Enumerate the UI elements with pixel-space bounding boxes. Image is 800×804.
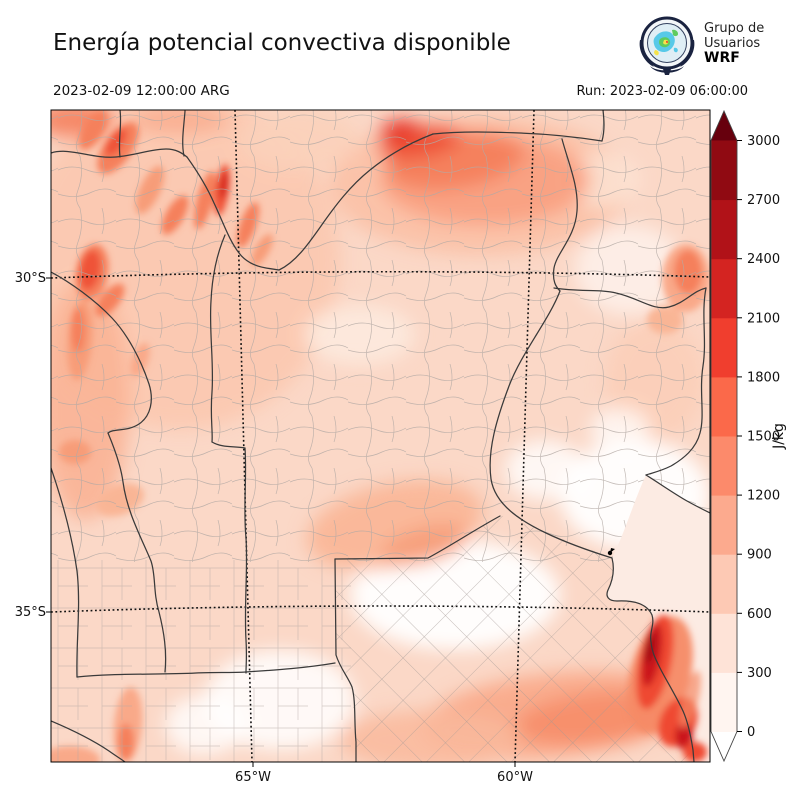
logo-line-2: Usuarios	[704, 35, 761, 51]
colorbar-segment	[711, 317, 737, 378]
colorbar-tick-label: 1500	[747, 430, 780, 445]
city-marker	[607, 548, 615, 556]
logo-line-3: WRF	[704, 50, 740, 67]
colorbar-segment	[711, 495, 737, 555]
colorbar-tick-label: 300	[747, 666, 772, 681]
colorbar-tick-label: 3000	[747, 134, 780, 149]
colorbar-under-arrow	[711, 731, 737, 761]
lon-label-60w: 60°W	[497, 770, 533, 785]
lat-label-30s: 30°S	[15, 271, 46, 286]
lon-label-65w: 65°W	[235, 770, 271, 785]
colorbar-tick-label: 900	[747, 548, 772, 563]
wrf-users-group-logo: Grupo de Usuarios WRF	[636, 12, 796, 76]
page-title: Energía potencial convectiva disponible	[53, 30, 511, 56]
colorbar-segment	[711, 436, 737, 496]
colorbar-segment	[711, 258, 737, 319]
province-borders	[51, 110, 710, 762]
colorbar-segment	[711, 140, 737, 201]
lat-label-35s: 35°S	[15, 605, 46, 620]
colorbar-segment	[711, 613, 737, 673]
colorbar-tick-label: 1200	[747, 489, 780, 504]
colorbar-tick-label: 2100	[747, 311, 780, 326]
colorbar-segment	[711, 554, 737, 614]
colorbar-over-arrow	[711, 111, 737, 141]
gridline-30s	[51, 270, 710, 279]
colorbar-unit-label: J/kg	[771, 423, 787, 450]
plot-frame	[50, 109, 711, 763]
logo-line-1: Grupo de	[704, 21, 765, 37]
gridline-60w	[514, 110, 535, 762]
colorbar-tick-label: 2700	[747, 193, 780, 208]
colorbar-segment	[711, 672, 737, 732]
gridline-35s	[51, 605, 710, 613]
colorbar-tick-label: 600	[747, 607, 772, 622]
colorbar-tick-label: 0	[747, 725, 755, 740]
logo-globe-icon	[639, 16, 695, 75]
cape-field	[51, 110, 710, 762]
colorbar-segment	[711, 376, 737, 437]
axis-ticks	[46, 277, 516, 767]
colorbar-tick-label: 1800	[747, 370, 780, 385]
run-time-label: Run: 2023-02-09 06:00:00	[576, 84, 748, 99]
graticule	[51, 110, 710, 762]
colorbar-tick-label: 2400	[747, 252, 780, 267]
valid-time-label: 2023-02-09 12:00:00 ARG	[53, 83, 230, 99]
gridline-65w	[234, 110, 253, 762]
department-borders	[51, 110, 710, 762]
colorbar-segment	[711, 199, 737, 260]
